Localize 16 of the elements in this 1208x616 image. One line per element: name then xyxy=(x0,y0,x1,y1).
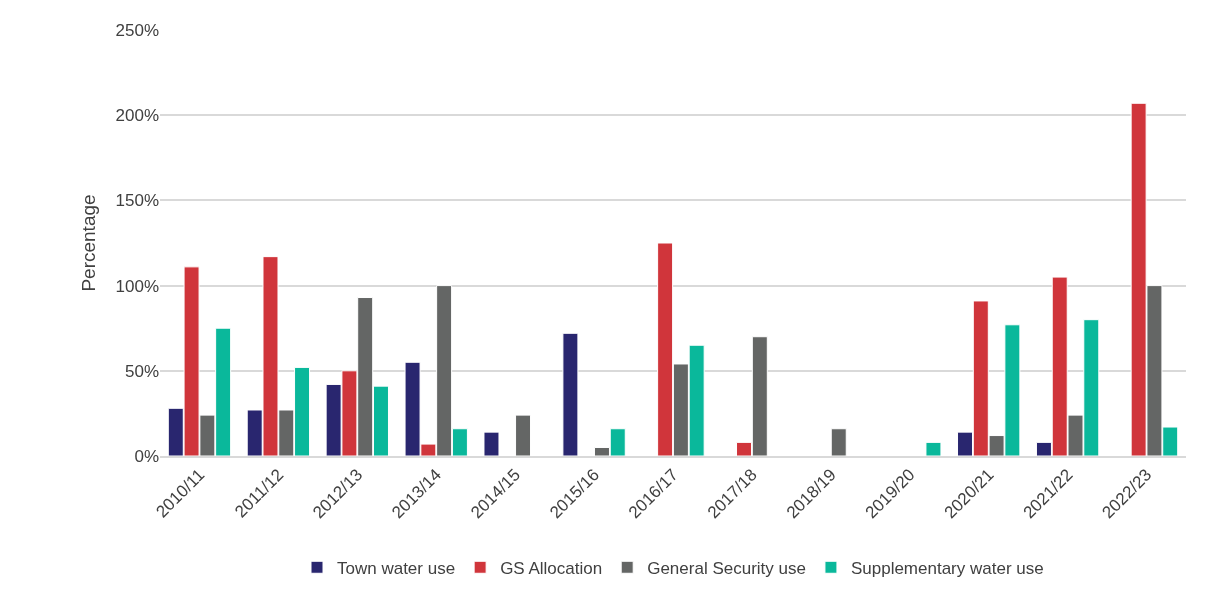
bar xyxy=(925,441,942,456)
bar xyxy=(830,428,847,456)
y-tick-label: 100% xyxy=(115,276,159,296)
legend-label: Town water use xyxy=(337,558,456,578)
legend-label: Supplementary water use xyxy=(850,558,1044,578)
bar xyxy=(515,414,532,456)
bar xyxy=(483,431,500,456)
y-tick-label: 50% xyxy=(124,361,159,381)
y-tick-label: 250% xyxy=(115,20,159,40)
y-tick-label: 150% xyxy=(115,191,159,211)
y-tick-label: 0% xyxy=(134,446,159,466)
bar xyxy=(562,332,579,456)
legend-label: GS Allocation xyxy=(500,558,603,578)
y-tick-label: 200% xyxy=(115,106,159,126)
legend-label: General Security use xyxy=(647,558,806,578)
y-axis-title: Percentage xyxy=(78,194,100,292)
